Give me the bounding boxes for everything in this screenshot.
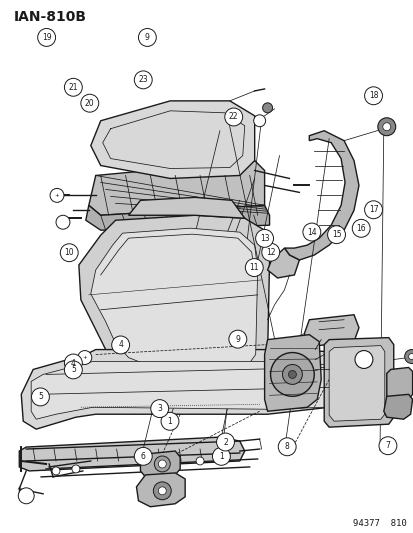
Text: 19: 19 <box>42 33 51 42</box>
Circle shape <box>327 226 344 244</box>
Polygon shape <box>304 315 358 346</box>
Circle shape <box>158 460 166 468</box>
Circle shape <box>377 118 395 136</box>
Circle shape <box>78 351 92 365</box>
Text: 6: 6 <box>140 452 145 461</box>
Polygon shape <box>284 131 358 260</box>
Circle shape <box>364 201 382 219</box>
Circle shape <box>134 71 152 89</box>
Text: 22: 22 <box>228 112 238 122</box>
Text: 7: 7 <box>385 441 389 450</box>
Polygon shape <box>90 228 257 372</box>
Circle shape <box>138 28 156 46</box>
Circle shape <box>60 244 78 262</box>
Circle shape <box>288 370 296 378</box>
Text: 1: 1 <box>167 417 172 426</box>
Circle shape <box>261 243 279 261</box>
Polygon shape <box>19 437 244 471</box>
Text: 9: 9 <box>235 335 240 344</box>
Circle shape <box>50 188 64 203</box>
Text: 15: 15 <box>331 230 341 239</box>
Text: 9: 9 <box>145 33 150 42</box>
Circle shape <box>216 433 234 451</box>
Circle shape <box>18 488 34 504</box>
Text: 17: 17 <box>368 205 377 214</box>
Text: 5: 5 <box>38 392 43 401</box>
Polygon shape <box>383 394 412 419</box>
Text: +: + <box>82 355 87 360</box>
Polygon shape <box>136 473 185 507</box>
Circle shape <box>150 400 168 417</box>
Circle shape <box>52 467 60 475</box>
Polygon shape <box>140 451 180 477</box>
Text: 18: 18 <box>368 91 377 100</box>
Text: 23: 23 <box>138 75 148 84</box>
Text: 13: 13 <box>259 234 269 243</box>
Circle shape <box>378 437 396 455</box>
Circle shape <box>216 455 223 463</box>
Circle shape <box>112 336 129 354</box>
Circle shape <box>302 223 320 241</box>
Polygon shape <box>323 337 393 427</box>
Text: 3: 3 <box>157 404 162 413</box>
Circle shape <box>56 215 70 229</box>
Text: 10: 10 <box>64 248 74 257</box>
Polygon shape <box>85 205 269 230</box>
Polygon shape <box>90 101 254 179</box>
Polygon shape <box>78 215 269 377</box>
Circle shape <box>224 108 242 126</box>
Text: 4: 4 <box>71 359 76 367</box>
Circle shape <box>158 487 166 495</box>
Text: 20: 20 <box>85 99 95 108</box>
Text: 2: 2 <box>223 438 227 447</box>
Text: IAN-810B: IAN-810B <box>14 11 86 25</box>
Circle shape <box>72 465 80 473</box>
Circle shape <box>270 352 313 397</box>
Polygon shape <box>386 367 412 401</box>
Text: 14: 14 <box>306 228 316 237</box>
Text: +: + <box>55 193 59 198</box>
Text: 11: 11 <box>249 263 259 272</box>
Circle shape <box>196 457 204 465</box>
Circle shape <box>245 259 263 277</box>
Text: 5: 5 <box>71 366 76 374</box>
Circle shape <box>161 413 178 430</box>
Circle shape <box>408 353 413 360</box>
Text: 1: 1 <box>218 452 223 461</box>
Circle shape <box>364 87 382 104</box>
Circle shape <box>262 103 272 113</box>
Polygon shape <box>328 345 384 421</box>
Polygon shape <box>88 160 264 215</box>
Text: 94377  810: 94377 810 <box>352 520 406 528</box>
Circle shape <box>278 438 295 456</box>
Text: 12: 12 <box>265 248 275 257</box>
Polygon shape <box>128 197 244 218</box>
Text: 21: 21 <box>69 83 78 92</box>
Polygon shape <box>267 248 299 278</box>
Text: 16: 16 <box>356 224 365 233</box>
Circle shape <box>351 220 369 237</box>
Circle shape <box>64 78 82 96</box>
Circle shape <box>404 350 413 364</box>
Circle shape <box>382 123 390 131</box>
Circle shape <box>354 351 372 368</box>
Circle shape <box>38 28 55 46</box>
Polygon shape <box>264 335 320 411</box>
Circle shape <box>282 365 301 384</box>
Circle shape <box>134 447 152 465</box>
Circle shape <box>228 330 246 348</box>
Polygon shape <box>31 361 330 419</box>
Circle shape <box>81 94 99 112</box>
Circle shape <box>64 354 82 372</box>
Circle shape <box>64 361 82 379</box>
Text: 4: 4 <box>118 341 123 350</box>
Polygon shape <box>21 350 338 429</box>
Circle shape <box>31 388 49 406</box>
Text: 8: 8 <box>284 442 289 451</box>
Circle shape <box>253 115 265 127</box>
Circle shape <box>212 447 230 465</box>
Circle shape <box>153 482 171 500</box>
Circle shape <box>154 456 170 472</box>
Circle shape <box>255 229 273 247</box>
